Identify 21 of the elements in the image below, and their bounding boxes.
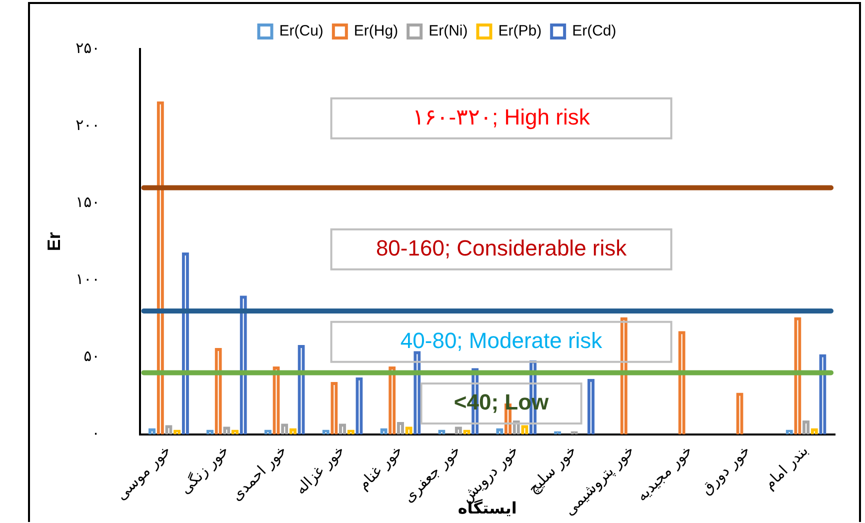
- ref-line-label: ۱۶۰-۳۲۰; High risk: [412, 104, 591, 130]
- legend-label: Er(Cd): [572, 22, 616, 40]
- legend-label: Er(Pb): [498, 22, 542, 40]
- ref-line-label: 40-80; Moderate risk: [400, 328, 604, 353]
- x-tick-label: خور غزاله: [292, 442, 348, 498]
- x-tick-label: بندر امام: [760, 442, 812, 493]
- y-tick-label: ۲۰۰: [76, 116, 100, 134]
- ref-line-label: 80-160; Considerable risk: [376, 235, 628, 260]
- x-tick-label: خور دورق: [697, 442, 754, 498]
- x-tick-label: خور موسی: [112, 442, 174, 504]
- y-tick-label: ۲۵۰: [76, 38, 100, 57]
- legend-label: Er(Ni): [428, 22, 468, 40]
- y-axis-title: Er: [44, 232, 64, 252]
- x-tick-label: خور سلیچ: [524, 442, 580, 498]
- y-tick-label: ۱۵۰: [76, 193, 100, 212]
- y-tick-label: ۱۰۰: [76, 270, 100, 288]
- x-tick-label: خور مجیدیه: [632, 442, 696, 505]
- y-tick-label: ۰: [92, 424, 100, 442]
- y-tick-label: ۵۰: [84, 347, 100, 366]
- legend-label: Er(Cu): [279, 22, 324, 40]
- legend-label: Er(Hg): [354, 22, 398, 40]
